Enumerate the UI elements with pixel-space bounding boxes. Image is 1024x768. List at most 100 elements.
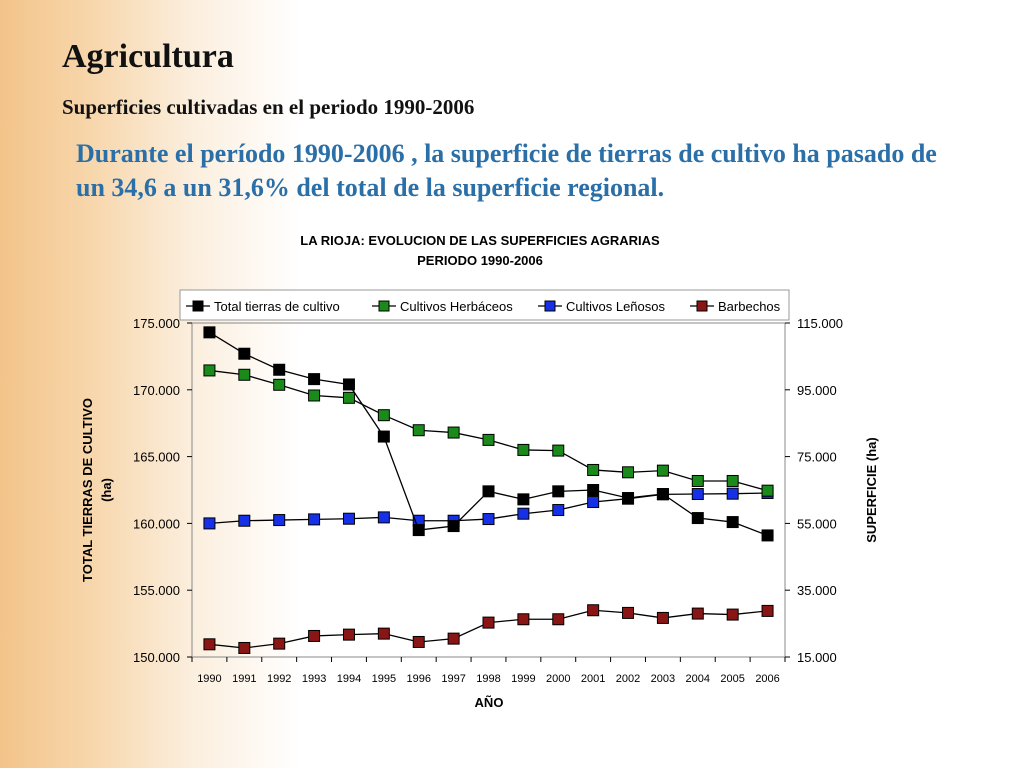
- plot-area-frame: [191, 322, 786, 658]
- y-right-tick-label: 35.000: [797, 583, 837, 598]
- y-right-tick-label: 55.000: [797, 516, 837, 531]
- x-tick-label: 1994: [337, 673, 361, 685]
- data-point: [691, 474, 704, 487]
- data-point: [761, 484, 774, 497]
- data-point: [587, 484, 600, 496]
- x-tick-label: 1990: [197, 673, 221, 685]
- y-right-tick-label: 75.000: [797, 450, 837, 465]
- data-point: [726, 608, 739, 621]
- data-point: [552, 444, 565, 457]
- y-right-tick-label: 15.000: [797, 650, 837, 665]
- x-tick-label: 2006: [755, 673, 779, 685]
- data-point: [273, 363, 286, 376]
- slide-title: Agricultura: [62, 38, 234, 75]
- y-axis-right-label: SUPERFICIE (ha): [864, 437, 879, 542]
- y-left-tick-label: 160.000: [133, 516, 180, 531]
- data-point: [656, 611, 669, 624]
- series-3: [203, 604, 774, 654]
- x-tick-label: 1992: [267, 673, 291, 685]
- data-point: [482, 513, 495, 526]
- x-tick-label: 2000: [546, 673, 570, 685]
- x-tick-label: 1996: [406, 673, 430, 685]
- data-point: [622, 466, 635, 479]
- legend-label: Cultivos Leñosos: [566, 299, 665, 314]
- data-point: [517, 507, 530, 520]
- data-point: [587, 604, 600, 617]
- data-point: [482, 485, 495, 498]
- data-point: [482, 433, 495, 446]
- data-point: [656, 464, 669, 477]
- data-point: [308, 373, 321, 386]
- legend-label: Barbechos: [718, 299, 781, 314]
- legend-marker: [378, 300, 390, 312]
- data-point: [552, 504, 565, 517]
- data-point: [377, 430, 390, 443]
- data-point: [273, 378, 286, 391]
- slide-body-text: Durante el período 1990-2006 , la superf…: [76, 139, 937, 202]
- data-point: [308, 389, 321, 402]
- series-0: [203, 326, 774, 542]
- series-1: [203, 364, 774, 497]
- data-point: [691, 488, 704, 501]
- series-line-0: [209, 331, 768, 537]
- data-point: [273, 514, 286, 527]
- x-tick-label: 2005: [720, 673, 744, 685]
- y-right-tick-label: 95.000: [797, 383, 837, 398]
- slide-subtitle: Superficies cultivadas en el periodo 199…: [62, 95, 475, 119]
- data-point: [377, 511, 390, 524]
- x-tick-label: 1998: [476, 673, 500, 685]
- data-point: [342, 512, 355, 525]
- y-left-tick-label: 155.000: [133, 583, 180, 598]
- data-point: [377, 627, 390, 640]
- data-point: [761, 604, 774, 617]
- data-point: [552, 613, 565, 626]
- legend-marker: [192, 300, 204, 312]
- data-point: [552, 485, 565, 498]
- y-right-tick-label: 115.000: [797, 316, 843, 331]
- y-left-tick-label: 175.000: [133, 316, 180, 331]
- data-point: [203, 364, 216, 377]
- x-tick-label: 2003: [651, 673, 675, 685]
- x-tick-label: 1999: [511, 673, 535, 685]
- chart-title: LA RIOJA: EVOLUCION DE LAS SUPERFICIES A…: [300, 233, 660, 248]
- data-point: [656, 488, 669, 501]
- data-point: [342, 391, 355, 404]
- data-point: [761, 529, 774, 542]
- data-point: [726, 516, 739, 529]
- data-point: [587, 463, 600, 476]
- series-line-1: [209, 369, 768, 492]
- legend-box: [179, 289, 790, 321]
- chart-subtitle: PERIODO 1990-2006: [417, 253, 543, 268]
- data-point: [342, 378, 355, 391]
- x-tick-label: 2002: [616, 673, 640, 685]
- x-tick-label: 1993: [302, 673, 326, 685]
- data-point: [517, 493, 530, 506]
- data-point: [517, 613, 530, 626]
- x-tick-label: 1995: [372, 673, 396, 685]
- y-left-tick-label: 170.000: [133, 383, 180, 398]
- data-point: [308, 513, 321, 526]
- data-point: [273, 637, 286, 650]
- x-tick-label: 1997: [441, 673, 465, 685]
- data-point: [447, 520, 460, 533]
- data-point: [691, 607, 704, 620]
- data-point: [203, 517, 216, 530]
- legend-marker: [544, 300, 556, 312]
- legend-label: Total tierras de cultivo: [214, 299, 340, 314]
- data-point: [308, 629, 321, 642]
- data-point: [517, 443, 530, 456]
- data-point: [412, 635, 425, 648]
- y-axis-left-unit: (ha): [99, 478, 114, 502]
- data-point: [447, 426, 460, 439]
- legend-label: Cultivos Herbáceos: [400, 299, 513, 314]
- data-point: [238, 368, 251, 381]
- data-point: [691, 512, 704, 525]
- data-point: [412, 524, 425, 537]
- data-point: [726, 474, 739, 487]
- x-tick-label: 2004: [686, 673, 710, 685]
- x-tick-label: 1991: [232, 673, 256, 685]
- y-left-tick-label: 165.000: [133, 450, 180, 465]
- data-point: [622, 606, 635, 619]
- data-point: [203, 326, 216, 339]
